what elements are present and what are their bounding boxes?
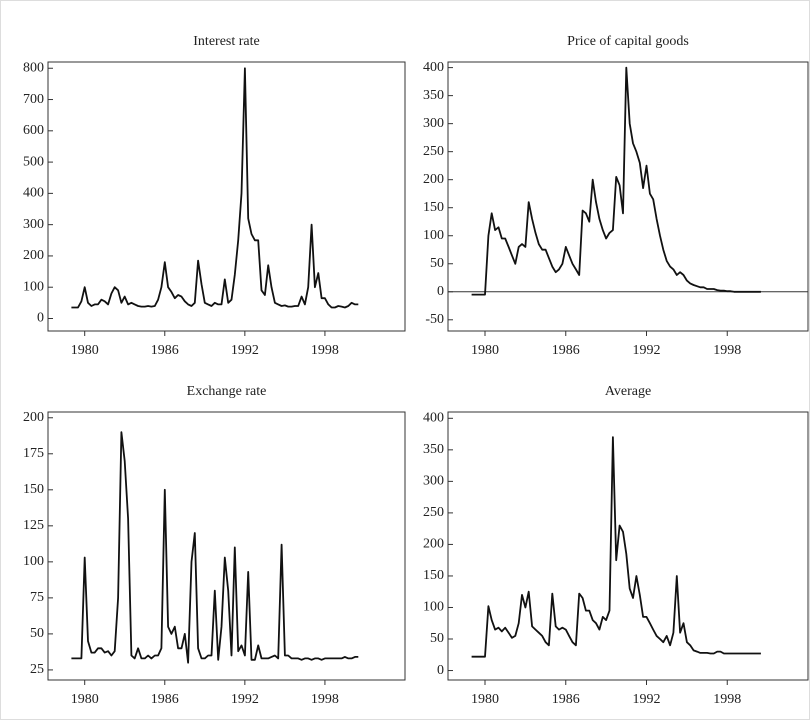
y-tick-label: 25 <box>30 662 44 677</box>
y-tick-label: 350 <box>423 442 444 457</box>
data-line <box>71 67 359 309</box>
y-tick-label: 200 <box>423 172 444 187</box>
x-tick-label: 1986 <box>552 343 580 358</box>
data-line <box>471 66 761 296</box>
x-tick-label: 1980 <box>71 692 99 707</box>
plot-frame <box>447 61 809 332</box>
y-tick-label: 150 <box>423 200 444 215</box>
panel-title: Price of capital goods <box>567 34 689 49</box>
x-tick-label: 1992 <box>231 343 259 358</box>
y-tick-label: 200 <box>423 537 444 552</box>
x-tick-label: 1998 <box>311 692 339 707</box>
y-tick-label: 50 <box>30 626 44 641</box>
y-tick-label: 700 <box>23 92 44 107</box>
x-tick-label: 1998 <box>713 692 741 707</box>
panel-title: Average <box>605 384 651 399</box>
plot-frame <box>47 61 406 332</box>
plot-frame <box>47 411 406 681</box>
y-tick-label: 250 <box>423 505 444 520</box>
y-tick-label: 300 <box>423 474 444 489</box>
x-tick-label: 1980 <box>471 343 499 358</box>
x-tick-label: 1986 <box>552 692 580 707</box>
y-tick-label: 500 <box>23 154 44 169</box>
data-line <box>471 436 761 658</box>
y-tick-label: 100 <box>423 228 444 243</box>
y-tick-label: 400 <box>423 60 444 75</box>
y-tick-label: 100 <box>23 279 44 294</box>
x-tick-label: 1992 <box>633 343 661 358</box>
y-tick-label: 175 <box>23 446 44 461</box>
y-tick-label: 250 <box>423 144 444 159</box>
y-tick-label: 400 <box>23 186 44 201</box>
y-tick-label: 50 <box>430 256 444 271</box>
y-tick-label: 125 <box>23 518 44 533</box>
y-tick-label: 100 <box>423 600 444 615</box>
data-line <box>71 431 359 664</box>
y-tick-label: 150 <box>23 482 44 497</box>
x-tick-label: 1986 <box>151 692 179 707</box>
x-tick-label: 1980 <box>71 343 99 358</box>
y-tick-label: 150 <box>423 568 444 583</box>
y-tick-label: 0 <box>437 663 444 678</box>
y-tick-label: 50 <box>430 631 444 646</box>
x-tick-label: 1998 <box>311 343 339 358</box>
plot-frame <box>447 411 809 681</box>
y-tick-label: 300 <box>23 217 44 232</box>
y-tick-label: 0 <box>437 284 444 299</box>
y-tick-label: 100 <box>23 554 44 569</box>
y-tick-label: 400 <box>423 411 444 426</box>
y-tick-label: 300 <box>423 116 444 131</box>
x-tick-label: 1992 <box>231 692 259 707</box>
y-tick-label: 200 <box>23 248 44 263</box>
x-tick-label: 1998 <box>713 343 741 358</box>
x-tick-label: 1986 <box>151 343 179 358</box>
y-tick-label: 200 <box>23 410 44 425</box>
x-tick-label: 1992 <box>633 692 661 707</box>
y-tick-label: 350 <box>423 88 444 103</box>
y-tick-label: -50 <box>425 312 444 327</box>
panel-title: Exchange rate <box>187 384 267 399</box>
x-tick-label: 1980 <box>471 692 499 707</box>
panel-title: Interest rate <box>193 34 259 49</box>
y-tick-label: 0 <box>37 311 44 326</box>
y-tick-label: 75 <box>30 590 44 605</box>
y-tick-label: 600 <box>23 123 44 138</box>
y-tick-label: 800 <box>23 60 44 75</box>
